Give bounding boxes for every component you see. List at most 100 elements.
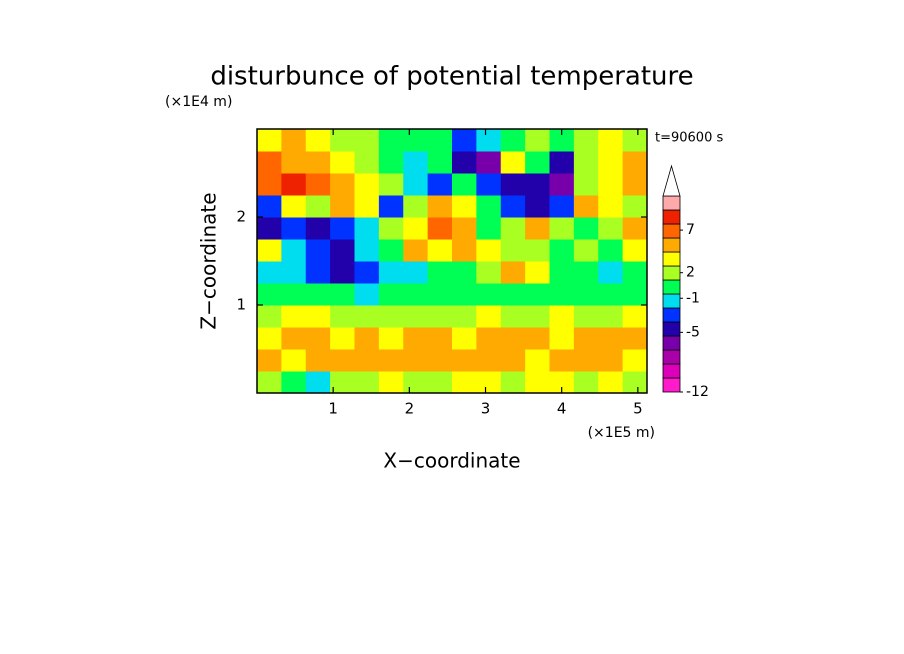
contour-cell — [525, 349, 550, 372]
contour-cell — [427, 239, 453, 262]
contour-cell — [452, 283, 477, 306]
contour-cell — [598, 371, 624, 394]
contour-cell — [452, 327, 477, 350]
contour-cell — [378, 173, 404, 196]
contour-cell — [452, 239, 477, 262]
contour-cell — [598, 305, 624, 328]
contour-cell — [281, 217, 307, 240]
contour-cell — [257, 349, 282, 372]
contour-cell — [622, 349, 648, 372]
contour-cell — [257, 305, 282, 328]
contour-cell — [500, 261, 526, 284]
contour-cell — [330, 327, 355, 350]
colorbar-box — [662, 223, 681, 239]
contour-cell — [476, 371, 502, 394]
x-tick-label: 1 — [328, 400, 338, 418]
contour-cell — [330, 173, 355, 196]
contour-cell — [257, 129, 282, 152]
contour-cell — [476, 151, 502, 174]
contour-cell — [281, 129, 307, 152]
contour-cell — [500, 305, 526, 328]
contour-cell — [573, 129, 599, 152]
contour-cell — [598, 349, 624, 372]
y-tick-label: 1 — [236, 296, 246, 314]
colorbar-box — [662, 335, 681, 351]
contour-cell — [427, 129, 453, 152]
contour-cell — [549, 305, 575, 328]
contour-cell — [281, 371, 307, 394]
contour-cell — [354, 173, 380, 196]
contour-cell — [403, 195, 429, 218]
colorbar-box — [662, 293, 681, 309]
y-tick-label: 2 — [236, 208, 246, 226]
contour-cell — [598, 129, 624, 152]
contour-cell — [403, 327, 429, 350]
colorbar-tick-label: -5 — [686, 324, 700, 340]
contour-cell — [500, 173, 526, 196]
contour-cell — [549, 349, 575, 372]
contour-cell — [622, 195, 648, 218]
contour-cell — [281, 239, 307, 262]
contour-cell — [452, 217, 477, 240]
colorbar-box — [662, 321, 681, 337]
time-annotation: t=90600 s — [655, 131, 723, 146]
colorbar-box — [662, 279, 681, 295]
contour-cell — [622, 305, 648, 328]
contour-cell — [549, 261, 575, 284]
contour-cell — [622, 239, 648, 262]
contour-cell — [549, 327, 575, 350]
contour-cell — [257, 327, 282, 350]
contour-cell — [281, 195, 307, 218]
contour-cell — [573, 151, 599, 174]
contour-cell — [330, 129, 355, 152]
contour-cell — [403, 151, 429, 174]
contour-cell — [573, 283, 599, 306]
contour-cell — [476, 305, 502, 328]
contour-cell — [305, 173, 331, 196]
contour-cell — [549, 283, 575, 306]
contour-cell — [525, 305, 550, 328]
contour-cell — [525, 371, 550, 394]
x-tick-label: 5 — [633, 400, 643, 418]
contour-cell — [549, 195, 575, 218]
contour-cell — [305, 349, 331, 372]
colorbar-box — [662, 209, 681, 225]
contour-cell — [305, 283, 331, 306]
contour-cell — [305, 151, 331, 174]
contour-cell — [305, 371, 331, 394]
contour-cell — [403, 173, 429, 196]
colorbar-box — [662, 349, 681, 365]
x-unit: (×1E5 m) — [588, 425, 655, 441]
contour-cell — [549, 151, 575, 174]
contour-cell — [573, 371, 599, 394]
contour-cell — [281, 173, 307, 196]
contour-cell — [525, 217, 550, 240]
colorbar-tick-label: 2 — [686, 265, 695, 281]
contour-cell — [452, 173, 477, 196]
colorbar-box — [662, 265, 681, 281]
colorbar-box — [662, 377, 681, 393]
contour-cell — [378, 349, 404, 372]
contour-cell — [354, 305, 380, 328]
contour-cell — [427, 151, 453, 174]
y-axis-label: Z−coordinate — [197, 192, 221, 329]
contour-cell — [281, 151, 307, 174]
colorbar-tick-label: -1 — [686, 290, 700, 306]
contour-cell — [427, 217, 453, 240]
contour-cell — [403, 283, 429, 306]
contour-cell — [549, 129, 575, 152]
contour-cell — [330, 261, 355, 284]
contour-cell — [330, 217, 355, 240]
contour-cell — [452, 195, 477, 218]
contour-cell — [452, 349, 477, 372]
contour-cell — [354, 195, 380, 218]
contour-cell — [378, 371, 404, 394]
contour-cell — [500, 217, 526, 240]
contour-cell — [257, 371, 282, 394]
colorbar-box — [662, 363, 681, 379]
contour-cell — [354, 371, 380, 394]
contour-cell — [354, 283, 380, 306]
contour-cell — [622, 217, 648, 240]
contour-cell — [305, 195, 331, 218]
x-tick-label: 2 — [405, 400, 415, 418]
